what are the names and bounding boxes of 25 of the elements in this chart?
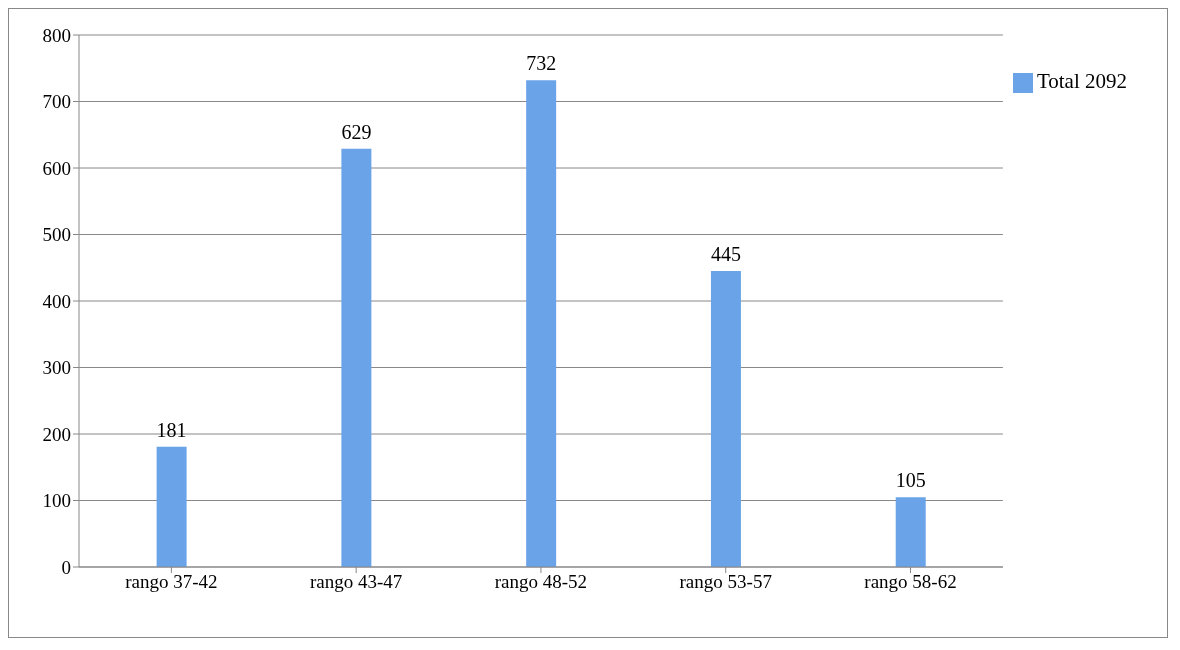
y-tick-label: 200 [42,423,71,445]
bar [710,271,741,567]
legend-label: Total 2092 [1036,69,1127,93]
bar [526,80,557,567]
bar [156,446,187,567]
y-tick-label: 700 [42,91,71,113]
data-label: 445 [710,243,741,266]
data-label: 181 [156,418,187,441]
bar [895,497,926,567]
x-tick-label: rango 48-52 [494,571,588,593]
y-tick-label: 400 [42,290,71,312]
y-tick-label: 600 [42,157,71,179]
y-tick-label: 100 [42,490,71,512]
data-label: 629 [341,120,372,143]
bar [341,148,372,567]
x-tick-label: rango 43-47 [310,571,403,593]
x-tick-label: rango 53-57 [679,571,772,593]
x-tick-label: rango 58-62 [864,571,957,593]
y-tick-label: 0 [61,556,71,578]
y-tick-label: 800 [42,24,71,46]
x-tick-label: rango 37-42 [125,571,218,593]
y-tick-label: 300 [42,357,71,379]
data-label: 732 [526,52,557,75]
y-tick-label: 500 [42,224,71,246]
data-label: 105 [895,469,926,492]
